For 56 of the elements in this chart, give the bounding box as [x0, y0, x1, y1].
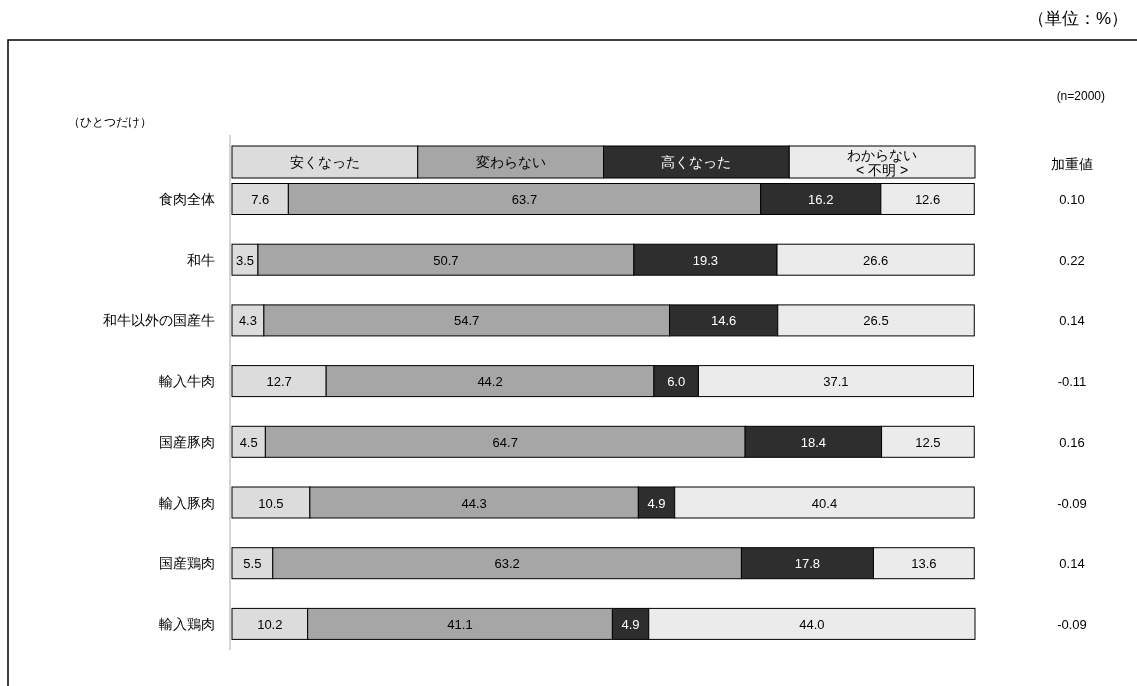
- data-label: 12.5: [915, 434, 941, 450]
- y-tick-label: 輸入牛肉: [159, 373, 215, 390]
- data-label: 63.2: [494, 556, 520, 572]
- data-label: 7.6: [251, 192, 270, 207]
- data-label: 26.6: [862, 252, 889, 268]
- text: -0.11: [1057, 374, 1087, 390]
- data-label: 14.6: [710, 313, 737, 329]
- y-tick-label: 和牛以外の国産牛: [103, 312, 215, 329]
- data-label: 50.7: [433, 252, 459, 268]
- data-label: 44.3: [461, 495, 487, 511]
- text: -0.09: [1057, 495, 1087, 511]
- series-label: 変わらない: [475, 154, 546, 170]
- data-label: 16.2: [808, 192, 834, 207]
- data-label: 40.4: [811, 495, 838, 511]
- data-label: 44.0: [799, 616, 825, 632]
- data-label: 13.6: [911, 556, 937, 572]
- text: 0.22: [1059, 252, 1085, 268]
- data-label: 10.5: [258, 495, 284, 511]
- data-label: 37.1: [823, 374, 849, 390]
- data-label: 10.2: [257, 616, 283, 632]
- data-label: 12.6: [914, 192, 941, 207]
- text: 0.14: [1059, 313, 1085, 329]
- text: 0.10: [1059, 192, 1085, 207]
- series-label: わからない < 不明 >: [847, 146, 918, 178]
- data-label: 4.9: [647, 495, 666, 511]
- data-label: 26.5: [863, 313, 889, 329]
- data-label: 5.5: [243, 556, 262, 572]
- data-label: 63.7: [511, 192, 538, 207]
- data-label: 6.0: [667, 374, 686, 390]
- text: (n=2000): [1056, 89, 1105, 103]
- y-tick-label: 食肉全体: [159, 191, 215, 207]
- data-label: 64.7: [492, 434, 518, 450]
- data-label: 4.5: [239, 434, 258, 450]
- text: 加重値: [1051, 156, 1093, 172]
- text: 0.14: [1059, 556, 1085, 572]
- data-label: 18.4: [800, 434, 827, 450]
- data-label: 54.7: [454, 313, 480, 329]
- y-tick-label: 和牛: [187, 251, 215, 268]
- text: （ひとつだけ）: [68, 115, 152, 129]
- y-tick-label: 輸入豚肉: [159, 494, 215, 511]
- y-tick-label: 国産鶏肉: [159, 555, 215, 572]
- text: 0.16: [1059, 434, 1085, 450]
- data-label: 4.3: [238, 313, 257, 329]
- text: 高くなった: [661, 154, 732, 170]
- data-label: 41.1: [447, 616, 473, 632]
- data-label: 44.2: [477, 374, 503, 390]
- data-label: 3.5: [235, 252, 255, 268]
- text: -0.09: [1057, 616, 1087, 632]
- series-label: 安くなった: [289, 154, 360, 170]
- text: （単位：%）: [1027, 9, 1128, 28]
- y-tick-label: 国産豚肉: [159, 433, 215, 450]
- data-label: 17.8: [794, 556, 821, 572]
- data-label: 4.9: [621, 616, 640, 632]
- data-label: 12.7: [266, 374, 292, 390]
- data-label: 19.3: [692, 252, 719, 268]
- y-tick-label: 輸入鶏肉: [159, 615, 215, 632]
